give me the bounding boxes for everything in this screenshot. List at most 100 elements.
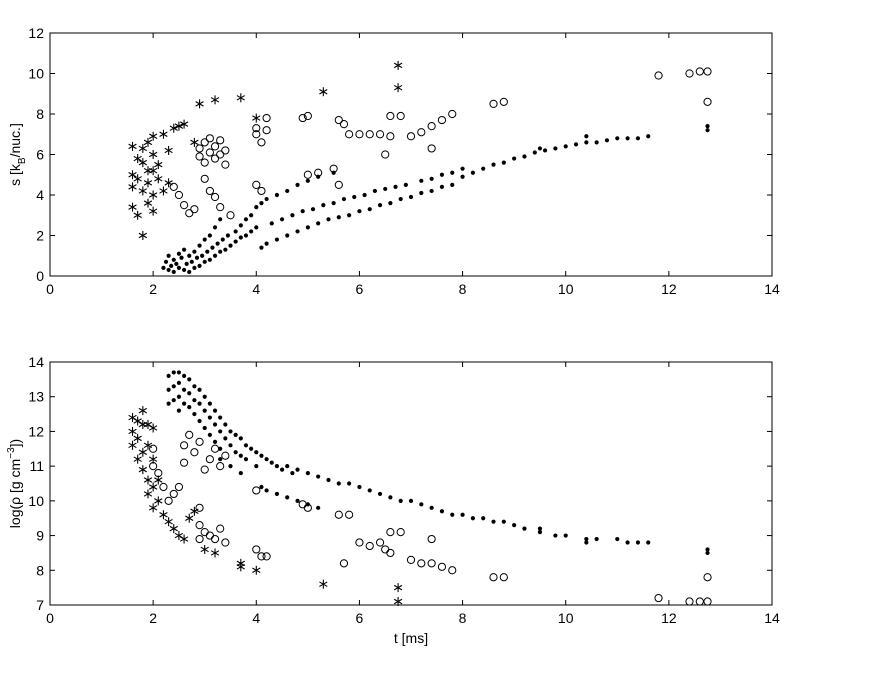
data-point-dot [305,225,310,230]
data-point-circle [252,180,261,189]
data-point-star [164,145,173,155]
data-point-circle [703,97,712,106]
data-point-star [393,597,403,607]
data-point-circle [386,548,395,558]
data-point-dot [259,245,264,250]
data-point-circle [406,555,416,564]
data-point-circle [303,170,312,179]
data-point-star [179,534,189,544]
data-point-dot [408,194,414,200]
data-point-star [236,93,245,103]
data-point-star [159,129,168,139]
data-point-circle [195,152,204,161]
data-point-dot [584,134,589,139]
data-point-dot [594,536,599,542]
data-point-dot [352,194,357,200]
y-tick-label: 10 [28,66,44,82]
data-point-dot [202,259,207,264]
data-point-dot [189,259,194,264]
data-point-dot [347,213,352,218]
data-point-circle [252,130,261,139]
data-point-dot [202,425,207,431]
data-point-circle [216,462,225,471]
data-point-dot [429,505,434,510]
data-point-dot [537,530,543,535]
data-point-dot [419,178,424,183]
data-point-dot [207,401,212,406]
data-point-dot [429,176,434,181]
data-point-star [319,579,328,589]
data-point-circle [257,186,266,196]
data-point-dot [249,229,254,234]
data-point-star [148,482,158,492]
data-point-circle [179,201,189,210]
data-point-star [128,170,137,180]
data-point-dot [187,253,192,258]
data-point-dot [532,150,537,155]
data-point-dot [408,498,414,503]
data-point-circle [205,134,214,143]
data-point-star [190,137,199,147]
y-tick-label: 9 [36,528,44,544]
data-point-dot [460,166,465,171]
data-point-dot [305,178,310,183]
data-point-circle [334,115,343,125]
data-point-star [252,113,261,123]
y-tick-label: 13 [28,389,44,405]
data-point-circle [226,211,235,220]
data-point-star [174,121,184,131]
data-point-dot [336,481,341,486]
data-point-dot [259,484,264,490]
data-point-circle [339,559,349,568]
data-point-dot [269,221,274,226]
data-point-dot [439,184,445,189]
data-point-circle [685,597,694,606]
data-point-dot [166,387,171,392]
data-point-dot [705,550,710,556]
data-point-star [138,143,148,153]
data-point-dot [377,203,383,208]
data-point-dot [398,196,403,202]
data-point-dot [243,457,249,462]
data-point-star [393,60,403,70]
data-point-star [133,210,142,220]
data-point-dot [300,209,305,214]
data-point-dot [316,474,321,479]
data-point-dot [243,443,249,448]
data-point-star [148,206,158,216]
data-point-dot [522,526,527,531]
data-point-circle [164,496,173,505]
data-point-dot [187,405,192,410]
data-point-dot [218,249,223,254]
data-point-dot [398,498,403,503]
data-point-dot [166,401,171,406]
data-point-circle [262,552,271,561]
data-point-dot [377,491,383,497]
data-point-dot [218,217,223,222]
data-point-circle [174,190,184,200]
data-point-dot [419,190,424,196]
data-point-circle [252,124,261,133]
data-point-dot [179,255,184,260]
data-point-dot [274,464,280,469]
data-point-circle [314,168,323,177]
y-tick-label: 4 [36,187,44,203]
data-point-dot [429,188,434,194]
data-point-dot [584,140,589,145]
data-point-star [133,433,142,443]
data-point-dot [594,140,599,145]
x-tick-label: 14 [764,610,780,626]
data-point-circle [195,437,204,446]
data-point-circle [355,130,364,139]
data-point-circle [257,552,266,561]
data-point-dot [202,408,207,413]
data-point-dot [264,196,269,202]
data-point-circle [200,174,209,183]
data-point-dot [419,502,424,507]
y-tick-label: 7 [36,597,44,613]
data-point-dot [347,481,352,486]
data-point-dot [553,533,558,538]
data-point-dot [537,146,543,151]
x-tick-label: 4 [252,281,260,297]
